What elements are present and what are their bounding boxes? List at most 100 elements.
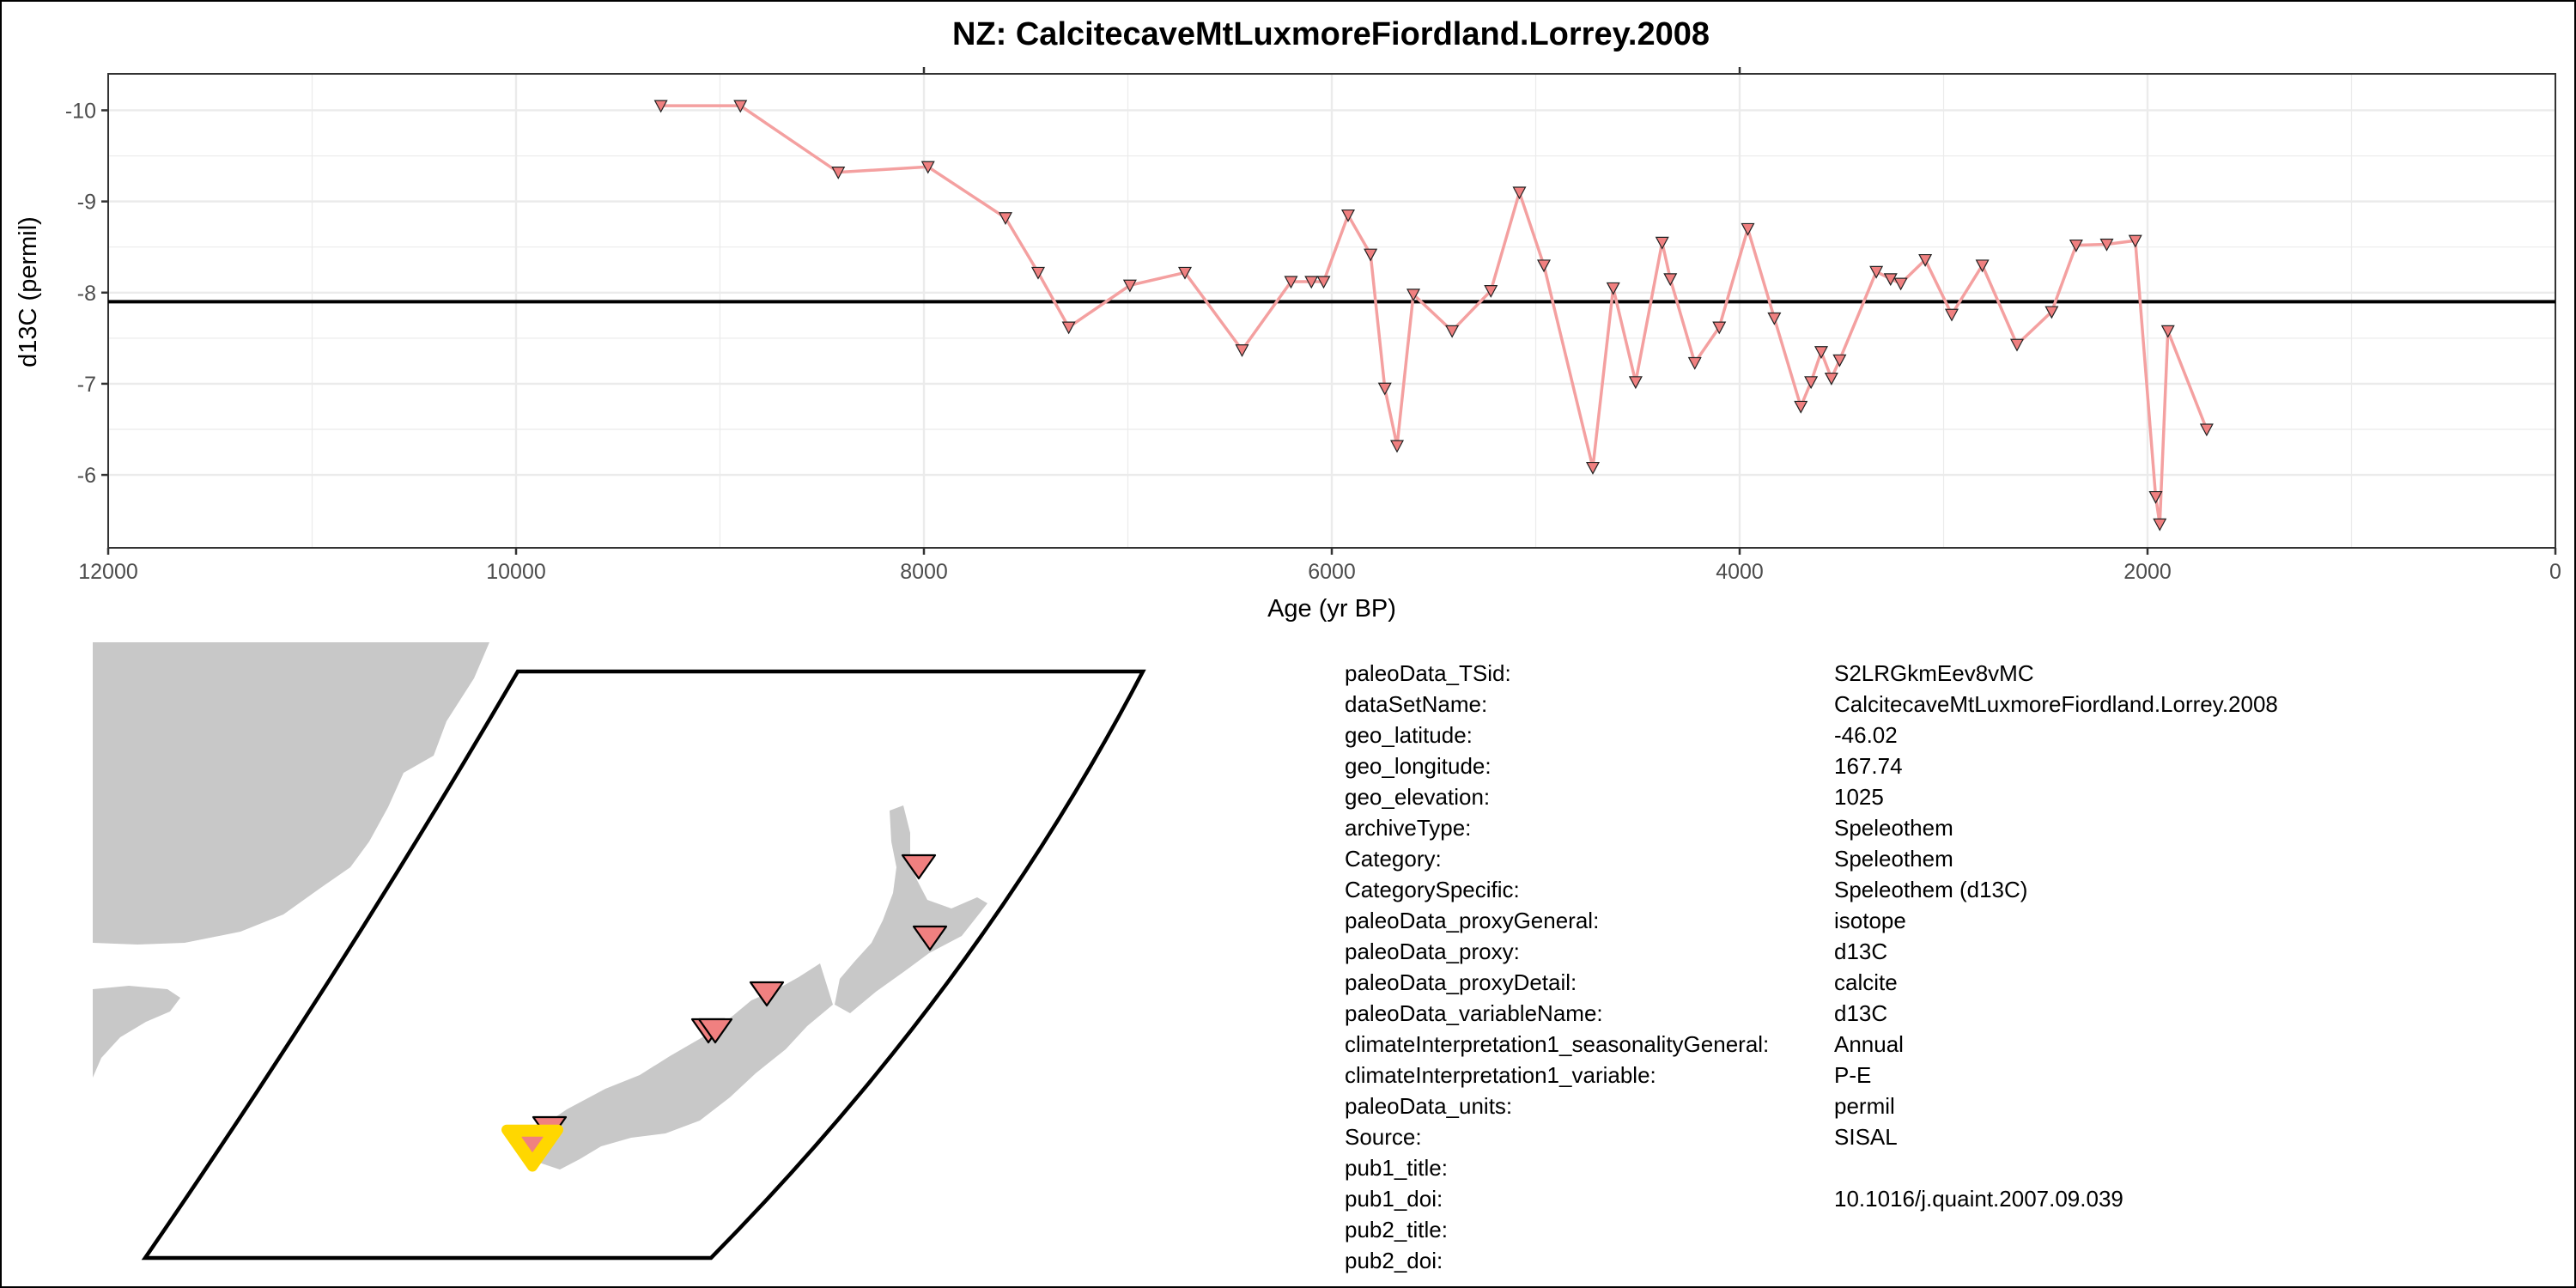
metadata-table: paleoData_TSid: S2LRGkmEev8vMC dataSetName…	[1345, 658, 2349, 1276]
metadata-value: 10.1016/j.quaint.2007.09.039	[1834, 1186, 2123, 1212]
x-tick-label: 12000	[78, 560, 138, 584]
metadata-row: paleoData_units: permil	[1345, 1091, 2349, 1121]
data-point	[1814, 346, 1829, 360]
metadata-key: paleoData_proxyDetail:	[1345, 969, 1577, 995]
data-point	[2128, 234, 2142, 248]
data-point	[2044, 306, 2059, 319]
data-point	[1284, 276, 1298, 289]
data-point	[2153, 518, 2167, 532]
metadata-row: dataSetName: CalcitecaveMtLuxmoreFiordlan…	[1345, 689, 2349, 720]
y-tick-label: -7	[77, 373, 96, 397]
data-point	[920, 161, 935, 174]
y-tick-label: -6	[77, 464, 96, 488]
nz-south-island-landmass	[534, 963, 833, 1170]
metadata-key: geo_longitude:	[1345, 753, 1492, 779]
metadata-key: Category:	[1345, 846, 1442, 872]
data-point	[1869, 265, 1884, 279]
metadata-value: SISAL	[1834, 1124, 1898, 1150]
metadata-value	[1834, 1245, 2349, 1276]
x-tick-label: 4000	[1716, 560, 1764, 584]
chart-title: NZ: CalcitecaveMtLuxmoreFiordland.Lorrey…	[952, 16, 1710, 52]
data-point	[2199, 423, 2214, 437]
data-point	[653, 100, 668, 113]
data-point	[1122, 279, 1137, 293]
data-point	[1741, 222, 1755, 236]
data-point	[1883, 273, 1898, 287]
data-point	[1340, 209, 1356, 222]
y-tick-label: -10	[65, 99, 96, 123]
data-point	[1585, 461, 1601, 475]
metadata-key: climateInterpretation1_variable:	[1345, 1062, 1656, 1088]
metadata-key: pub1_title:	[1345, 1155, 1448, 1181]
metadata-row: paleoData_proxyGeneral: isotope	[1345, 905, 2349, 936]
data-point	[1364, 248, 1378, 262]
data-point	[1918, 253, 1933, 267]
metadata-value: 167.74	[1834, 753, 1903, 779]
metadata-row: pub1_title:	[1345, 1152, 2349, 1183]
australia-landmass	[93, 642, 489, 945]
metadata-row: pub2_doi:	[1345, 1245, 2349, 1276]
metadata-key: pub2_doi:	[1345, 1248, 1443, 1273]
data-point	[2148, 490, 2163, 504]
map-frame	[141, 669, 1146, 1261]
data-point	[1177, 266, 1193, 280]
data-point	[1606, 282, 1620, 295]
metadata-value: CalcitecaveMtLuxmoreFiordland.Lorrey.200…	[1834, 691, 2278, 717]
site-marker	[749, 981, 785, 1007]
metadata-key: paleoData_units:	[1345, 1093, 1513, 1119]
metadata-row: climateInterpretation1_variable: P-E	[1345, 1060, 2349, 1091]
data-point	[2069, 239, 2083, 252]
x-tick-label: 8000	[900, 560, 948, 584]
metadata-key: pub1_doi:	[1345, 1186, 1443, 1212]
metadata-key: pub2_title:	[1345, 1217, 1448, 1242]
metadata-row: Category: Speleothem	[1345, 843, 2349, 874]
metadata-row: CategorySpecific: Speleothem (d13C)	[1345, 874, 2349, 905]
metadata-key: archiveType:	[1345, 815, 1472, 841]
metadata-row: paleoData_proxyDetail: calcite	[1345, 967, 2349, 998]
map-site-markers	[501, 854, 948, 1172]
x-tick-label: 10000	[486, 560, 546, 584]
data-point	[2009, 338, 2025, 352]
metadata-value: S2LRGkmEev8vMC	[1834, 660, 2034, 686]
x-tick-label: 0	[2549, 560, 2561, 584]
metadata-row: climateInterpretation1_seasonalityGenera…	[1345, 1029, 2349, 1060]
data-point	[1687, 356, 1702, 370]
metadata-row: Source: SISAL	[1345, 1121, 2349, 1152]
metadata-row: paleoData_TSid: S2LRGkmEev8vMC	[1345, 658, 2349, 689]
data-point	[1794, 400, 1808, 414]
data-point	[1655, 236, 1669, 250]
data-point	[1804, 376, 1819, 390]
metadata-value: d13C	[1834, 939, 1888, 964]
data-point	[1235, 344, 1249, 357]
metadata-value: Speleothem	[1834, 846, 1953, 872]
data-point	[1663, 273, 1678, 287]
data-point	[733, 100, 748, 113]
x-tick-label: 2000	[2123, 560, 2172, 584]
data-point	[2099, 238, 2114, 252]
series-points	[653, 100, 2214, 532]
metadata-key: geo_elevation:	[1345, 784, 1491, 810]
site-marker	[912, 925, 948, 951]
data-point	[1944, 308, 1959, 322]
metadata-key: Source:	[1345, 1124, 1422, 1150]
data-point	[2160, 325, 2175, 338]
metadata-key: paleoData_TSid:	[1345, 660, 1511, 686]
metadata-value: P-E	[1834, 1062, 1872, 1088]
tasmania-landmass	[93, 986, 180, 1078]
site-marker	[901, 854, 937, 880]
metadata-row: pub2_title:	[1345, 1214, 2349, 1245]
metadata-key: CategorySpecific:	[1345, 877, 1520, 902]
metadata-row: paleoData_variableName: d13C	[1345, 998, 2349, 1029]
metadata-row: geo_elevation: 1025	[1345, 781, 2349, 812]
metadata-value: 1025	[1834, 784, 1884, 810]
data-point	[998, 212, 1013, 225]
map-land-layer	[93, 642, 987, 1172]
metadata-key: dataSetName:	[1345, 691, 1488, 717]
data-point	[1377, 382, 1392, 396]
x-axis-label: Age (yr BP)	[1267, 595, 1396, 623]
metadata-key: paleoData_proxyGeneral:	[1345, 908, 1600, 933]
metadata-key: geo_latitude:	[1345, 722, 1473, 748]
metadata-value: Speleothem	[1834, 815, 1953, 841]
data-point	[1030, 266, 1046, 280]
metadata-value: calcite	[1834, 969, 1898, 995]
